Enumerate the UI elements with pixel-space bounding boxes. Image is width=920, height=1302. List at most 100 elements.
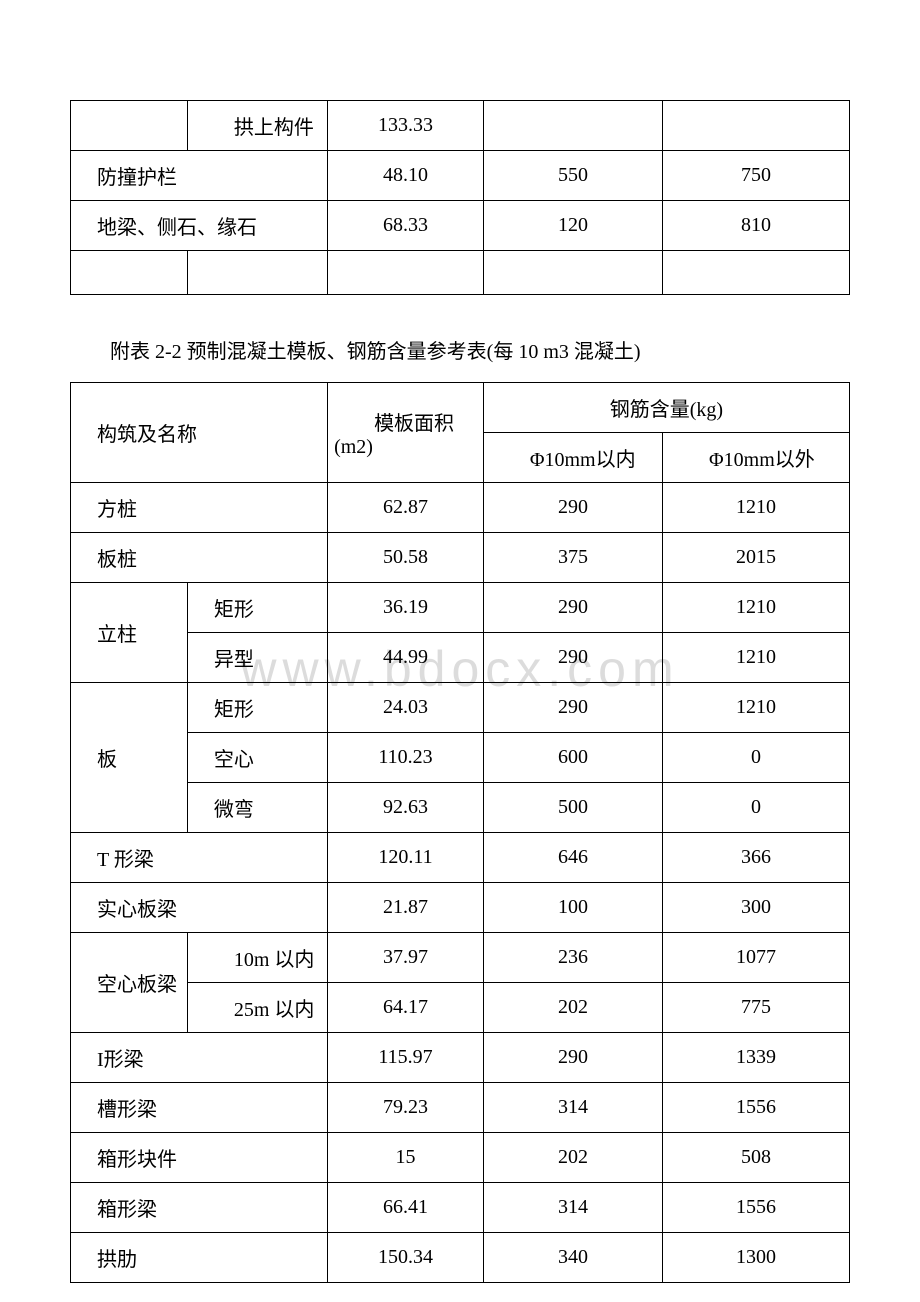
cell: 地梁、侧石、缘石 xyxy=(71,201,328,251)
cell: 500 xyxy=(483,783,662,833)
cell: 290 xyxy=(483,1033,662,1083)
table-row: 箱形块件 15 202 508 xyxy=(71,1133,850,1183)
cell: 1300 xyxy=(663,1233,850,1283)
header-cell: Φ10mm以内 xyxy=(483,433,662,483)
cell: 64.17 xyxy=(328,983,484,1033)
cell: 340 xyxy=(483,1233,662,1283)
cell: 10m 以内 xyxy=(187,933,327,983)
cell: 550 xyxy=(483,151,662,201)
cell: 1556 xyxy=(663,1083,850,1133)
cell: 150.34 xyxy=(328,1233,484,1283)
cell: 775 xyxy=(663,983,850,1033)
cell: 290 xyxy=(483,633,662,683)
cell: 1077 xyxy=(663,933,850,983)
cell xyxy=(663,101,850,151)
cell: 375 xyxy=(483,533,662,583)
cell: 板 xyxy=(71,683,188,833)
cell: 矩形 xyxy=(187,683,327,733)
cell: 290 xyxy=(483,683,662,733)
cell: 36.19 xyxy=(328,583,484,633)
cell: 44.99 xyxy=(328,633,484,683)
table-row: 地梁、侧石、缘石 68.33 120 810 xyxy=(71,201,850,251)
table-row: 拱肋 150.34 340 1300 xyxy=(71,1233,850,1283)
cell: 防撞护栏 xyxy=(71,151,328,201)
cell: 1556 xyxy=(663,1183,850,1233)
cell: 115.97 xyxy=(328,1033,484,1083)
cell: 290 xyxy=(483,483,662,533)
cell: 68.33 xyxy=(328,201,484,251)
table-row: I形梁 115.97 290 1339 xyxy=(71,1033,850,1083)
cell: 366 xyxy=(663,833,850,883)
cell: 314 xyxy=(483,1183,662,1233)
cell: 48.10 xyxy=(328,151,484,201)
cell: 25m 以内 xyxy=(187,983,327,1033)
cell: 箱形块件 xyxy=(71,1133,328,1183)
header-cell: 模板面积(m2) xyxy=(328,383,484,483)
table-2: 构筑及名称 模板面积(m2) 钢筋含量(kg) Φ10mm以内 Φ10mm以外 … xyxy=(70,382,850,1283)
cell: 290 xyxy=(483,583,662,633)
table-row: T 形梁 120.11 646 366 xyxy=(71,833,850,883)
cell: 202 xyxy=(483,983,662,1033)
cell: 62.87 xyxy=(328,483,484,533)
table-row: 槽形梁 79.23 314 1556 xyxy=(71,1083,850,1133)
cell: I形梁 xyxy=(71,1033,328,1083)
cell: 810 xyxy=(663,201,850,251)
cell: 15 xyxy=(328,1133,484,1183)
header-cell: 钢筋含量(kg) xyxy=(483,383,849,433)
cell: 508 xyxy=(663,1133,850,1183)
header-cell: Φ10mm以外 xyxy=(663,433,850,483)
cell xyxy=(483,251,662,295)
cell: 2015 xyxy=(663,533,850,583)
table-1: 拱上构件 133.33 防撞护栏 48.10 550 750 地梁、侧石、缘石 … xyxy=(70,100,850,295)
cell: 0 xyxy=(663,733,850,783)
table-row: 拱上构件 133.33 xyxy=(71,101,850,151)
table-2-caption: 附表 2-2 预制混凝土模板、钢筋含量参考表(每 10 m3 混凝土) xyxy=(70,335,850,364)
cell: 微弯 xyxy=(187,783,327,833)
cell: 矩形 xyxy=(187,583,327,633)
cell xyxy=(663,251,850,295)
cell: 板桩 xyxy=(71,533,328,583)
cell: 1210 xyxy=(663,633,850,683)
cell: 1210 xyxy=(663,483,850,533)
table-row: 方桩 62.87 290 1210 xyxy=(71,483,850,533)
cell: 314 xyxy=(483,1083,662,1133)
cell: 拱上构件 xyxy=(187,101,327,151)
cell: 方桩 xyxy=(71,483,328,533)
cell: 646 xyxy=(483,833,662,883)
table-row: 板 矩形 24.03 290 1210 xyxy=(71,683,850,733)
cell: 37.97 xyxy=(328,933,484,983)
table-row: 箱形梁 66.41 314 1556 xyxy=(71,1183,850,1233)
cell: 0 xyxy=(663,783,850,833)
cell: 92.63 xyxy=(328,783,484,833)
cell: T 形梁 xyxy=(71,833,328,883)
cell: 202 xyxy=(483,1133,662,1183)
table-row: 异型 44.99 290 1210 xyxy=(71,633,850,683)
cell xyxy=(187,251,327,295)
cell: 实心板梁 xyxy=(71,883,328,933)
table-header-row: 构筑及名称 模板面积(m2) 钢筋含量(kg) xyxy=(71,383,850,433)
cell: 50.58 xyxy=(328,533,484,583)
table-row xyxy=(71,251,850,295)
table-row: 板桩 50.58 375 2015 xyxy=(71,533,850,583)
cell: 24.03 xyxy=(328,683,484,733)
cell: 箱形梁 xyxy=(71,1183,328,1233)
table-row: 立柱 矩形 36.19 290 1210 xyxy=(71,583,850,633)
cell: 空心 xyxy=(187,733,327,783)
cell: 120.11 xyxy=(328,833,484,883)
cell: 133.33 xyxy=(328,101,484,151)
cell xyxy=(71,101,188,151)
cell: 1210 xyxy=(663,583,850,633)
cell: 1339 xyxy=(663,1033,850,1083)
page: www.bdocx.com 拱上构件 133.33 防撞护栏 48.10 550… xyxy=(70,100,850,1283)
cell: 600 xyxy=(483,733,662,783)
cell: 1210 xyxy=(663,683,850,733)
cell xyxy=(71,251,188,295)
cell: 100 xyxy=(483,883,662,933)
cell: 79.23 xyxy=(328,1083,484,1133)
table-row: 防撞护栏 48.10 550 750 xyxy=(71,151,850,201)
cell: 立柱 xyxy=(71,583,188,683)
cell: 300 xyxy=(663,883,850,933)
table-row: 空心板梁 10m 以内 37.97 236 1077 xyxy=(71,933,850,983)
cell: 21.87 xyxy=(328,883,484,933)
cell: 750 xyxy=(663,151,850,201)
